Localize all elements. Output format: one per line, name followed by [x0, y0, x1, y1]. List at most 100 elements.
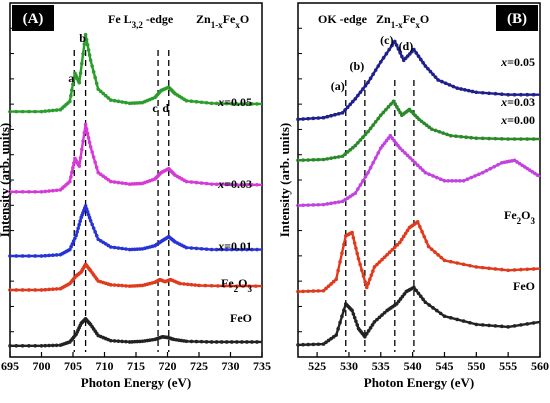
data-point	[333, 155, 337, 160]
data-point	[83, 122, 88, 127]
data-point	[88, 58, 93, 63]
data-point	[219, 247, 224, 252]
data-point	[224, 182, 229, 187]
data-point	[450, 179, 454, 183]
data-point	[350, 230, 354, 235]
data-point	[74, 75, 79, 79]
x-axis-label: Photon Energy (eV)	[81, 375, 192, 390]
data-point	[176, 280, 181, 285]
x-tick-label: 560	[531, 359, 549, 373]
series-markers	[296, 220, 536, 294]
data-point	[384, 51, 389, 56]
data-point	[394, 141, 398, 145]
data-point	[96, 237, 100, 242]
data-point	[363, 279, 367, 284]
data-point	[390, 136, 395, 140]
data-point	[350, 145, 355, 150]
data-point	[351, 235, 356, 240]
data-point	[331, 335, 336, 339]
data-point	[54, 108, 59, 112]
data-point	[384, 138, 389, 143]
peak-label: a	[68, 71, 74, 85]
data-point	[94, 165, 99, 170]
x-tick-label: 525	[308, 359, 326, 373]
data-point	[321, 342, 326, 346]
data-point	[420, 229, 424, 234]
data-point	[103, 176, 108, 180]
data-point	[124, 100, 128, 105]
data-point	[120, 100, 124, 104]
data-point	[321, 157, 326, 162]
data-point	[387, 47, 391, 52]
data-point	[340, 154, 345, 159]
data-point	[316, 116, 321, 120]
data-point	[356, 140, 360, 145]
data-point	[229, 182, 234, 187]
data-point	[101, 91, 106, 96]
data-point	[350, 308, 354, 313]
data-point	[382, 310, 387, 315]
data-point	[429, 247, 434, 252]
data-point	[348, 148, 353, 152]
data-point	[493, 324, 498, 328]
data-point	[366, 281, 371, 286]
data-point	[525, 322, 530, 326]
data-point	[396, 143, 400, 148]
data-point	[82, 317, 87, 322]
data-point	[422, 234, 427, 239]
data-point	[519, 323, 523, 327]
data-point	[311, 289, 316, 293]
x-tick-label: 540	[404, 359, 422, 373]
data-point	[419, 119, 424, 124]
data-point	[83, 204, 88, 208]
data-point	[80, 320, 84, 325]
data-point	[400, 294, 405, 299]
data-point	[496, 162, 500, 167]
data-point	[14, 343, 19, 348]
data-point	[405, 228, 410, 233]
data-point	[531, 137, 536, 141]
series-label: Fe2O3	[504, 208, 536, 226]
data-point	[33, 288, 37, 292]
data-point	[427, 125, 431, 130]
data-point	[372, 320, 377, 324]
data-point	[401, 234, 406, 239]
data-point	[480, 136, 485, 141]
data-point	[203, 283, 208, 288]
data-point	[86, 48, 91, 52]
data-point	[378, 60, 383, 64]
data-point	[20, 190, 25, 194]
data-point	[363, 83, 368, 88]
data-point	[296, 117, 300, 122]
data-point	[392, 245, 397, 250]
data-point	[185, 282, 190, 287]
data-point	[74, 233, 78, 238]
data-point	[68, 99, 72, 104]
series-label: x=0.03	[500, 95, 535, 109]
data-point	[364, 285, 369, 290]
data-point	[384, 107, 388, 112]
data-point	[415, 220, 420, 224]
data-point	[350, 99, 355, 104]
data-point	[340, 314, 344, 319]
series-label: FeO	[230, 311, 252, 325]
series-markers	[296, 285, 536, 347]
data-point	[33, 190, 37, 194]
data-point	[209, 182, 214, 186]
data-point	[447, 83, 452, 87]
data-point	[209, 247, 214, 252]
series-markers	[8, 262, 258, 292]
data-point	[209, 283, 214, 288]
data-point	[329, 336, 333, 341]
data-point	[366, 129, 370, 134]
data-point	[222, 284, 227, 288]
data-point	[14, 109, 19, 114]
data-point	[361, 179, 365, 183]
data-point	[94, 81, 99, 86]
data-point	[241, 284, 245, 288]
data-point	[353, 143, 358, 148]
data-point	[438, 311, 443, 316]
data-point	[423, 64, 428, 68]
data-point	[358, 138, 363, 142]
data-point	[306, 203, 310, 207]
